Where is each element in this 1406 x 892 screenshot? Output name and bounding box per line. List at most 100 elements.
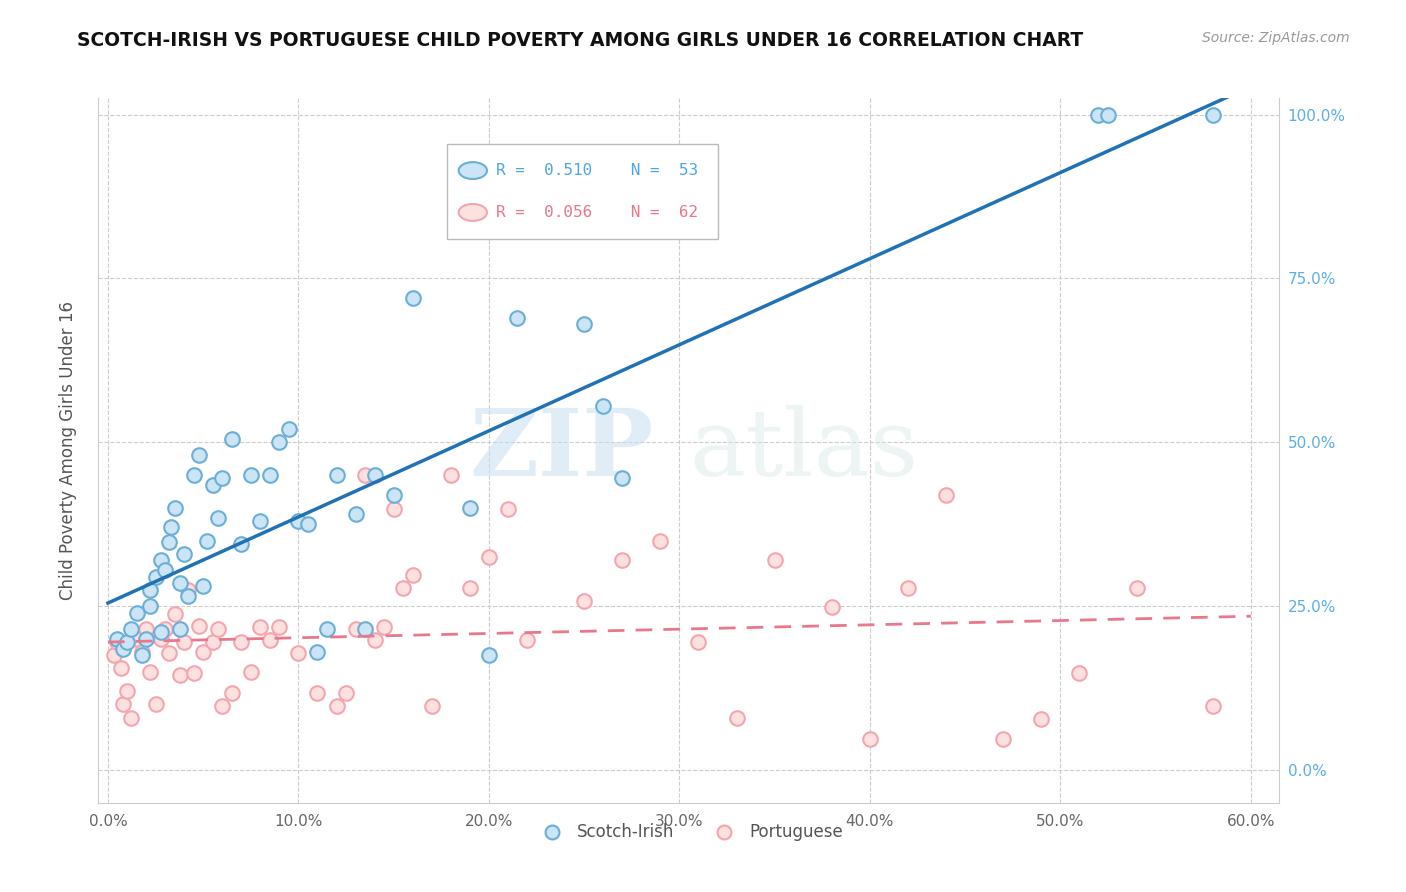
Point: [103, 648, 125, 663]
Point: [239, 665, 262, 679]
Point: [287, 514, 309, 528]
Point: [139, 582, 162, 597]
Point: [440, 468, 463, 483]
Text: Source: ZipAtlas.com: Source: ZipAtlas.com: [1202, 31, 1350, 45]
Point: [145, 698, 167, 712]
Point: [131, 648, 153, 663]
Point: [169, 668, 191, 682]
Point: [821, 600, 844, 615]
Point: [188, 619, 211, 633]
Point: [402, 567, 425, 582]
Point: [572, 318, 595, 332]
Point: [297, 517, 319, 532]
Point: [153, 563, 176, 577]
Circle shape: [458, 162, 486, 179]
Point: [259, 468, 281, 483]
Point: [1087, 107, 1109, 121]
Point: [506, 310, 529, 325]
Point: [163, 607, 186, 621]
Point: [150, 553, 173, 567]
Point: [307, 645, 329, 659]
Point: [211, 698, 233, 713]
Point: [131, 645, 153, 659]
Point: [650, 533, 672, 548]
Point: [612, 471, 634, 485]
Point: [239, 468, 262, 483]
Point: [169, 622, 191, 636]
Point: [1097, 107, 1119, 121]
Point: [269, 435, 291, 450]
Point: [325, 468, 347, 483]
Point: [183, 665, 205, 680]
Point: [207, 510, 229, 524]
Point: [150, 625, 173, 640]
Legend: Scotch-Irish, Portuguese: Scotch-Irish, Portuguese: [529, 816, 849, 847]
Point: [307, 686, 329, 700]
Point: [458, 581, 481, 595]
Point: [373, 620, 395, 634]
Point: [316, 622, 339, 636]
Point: [1125, 581, 1147, 595]
Point: [269, 620, 291, 634]
Point: [112, 641, 135, 656]
Point: [115, 635, 138, 649]
Text: R =  0.056    N =  62: R = 0.056 N = 62: [496, 205, 699, 220]
Point: [201, 478, 224, 492]
Point: [125, 606, 148, 620]
Point: [125, 632, 148, 646]
Point: [363, 468, 385, 483]
Point: [935, 488, 957, 502]
Point: [120, 622, 142, 636]
Point: [173, 547, 195, 561]
Point: [344, 622, 367, 636]
Point: [572, 594, 595, 608]
Point: [259, 633, 281, 648]
Point: [201, 635, 224, 649]
Point: [478, 648, 501, 663]
Point: [1069, 665, 1091, 680]
Point: [231, 635, 253, 649]
Point: [287, 646, 309, 660]
Point: [195, 533, 218, 548]
Point: [157, 646, 180, 660]
Point: [392, 581, 415, 595]
Point: [139, 599, 162, 614]
Point: [478, 549, 501, 564]
Point: [120, 710, 142, 724]
Point: [277, 422, 299, 436]
Point: [1202, 698, 1225, 713]
Point: [402, 291, 425, 305]
Point: [150, 632, 173, 646]
Point: [107, 632, 129, 646]
Point: [135, 632, 157, 646]
Point: [107, 635, 129, 649]
Point: [221, 432, 243, 446]
Point: [163, 500, 186, 515]
Point: [157, 535, 180, 549]
Y-axis label: Child Poverty Among Girls Under 16: Child Poverty Among Girls Under 16: [59, 301, 77, 600]
Point: [382, 488, 405, 502]
Point: [354, 468, 377, 483]
Point: [221, 686, 243, 700]
Point: [496, 502, 519, 516]
Point: [354, 622, 377, 636]
Text: ZIP: ZIP: [470, 406, 654, 495]
Point: [231, 537, 253, 551]
Point: [145, 569, 167, 583]
Point: [897, 581, 920, 595]
FancyBboxPatch shape: [447, 144, 718, 239]
Point: [516, 633, 538, 648]
Point: [335, 686, 357, 700]
Point: [193, 579, 215, 593]
Point: [1202, 107, 1225, 121]
Point: [592, 399, 614, 413]
Point: [177, 590, 200, 604]
Point: [363, 633, 385, 648]
Point: [420, 698, 443, 713]
Point: [382, 502, 405, 516]
Point: [458, 500, 481, 515]
Point: [325, 698, 347, 713]
Point: [249, 514, 271, 528]
Point: [612, 553, 634, 567]
Point: [763, 553, 786, 567]
